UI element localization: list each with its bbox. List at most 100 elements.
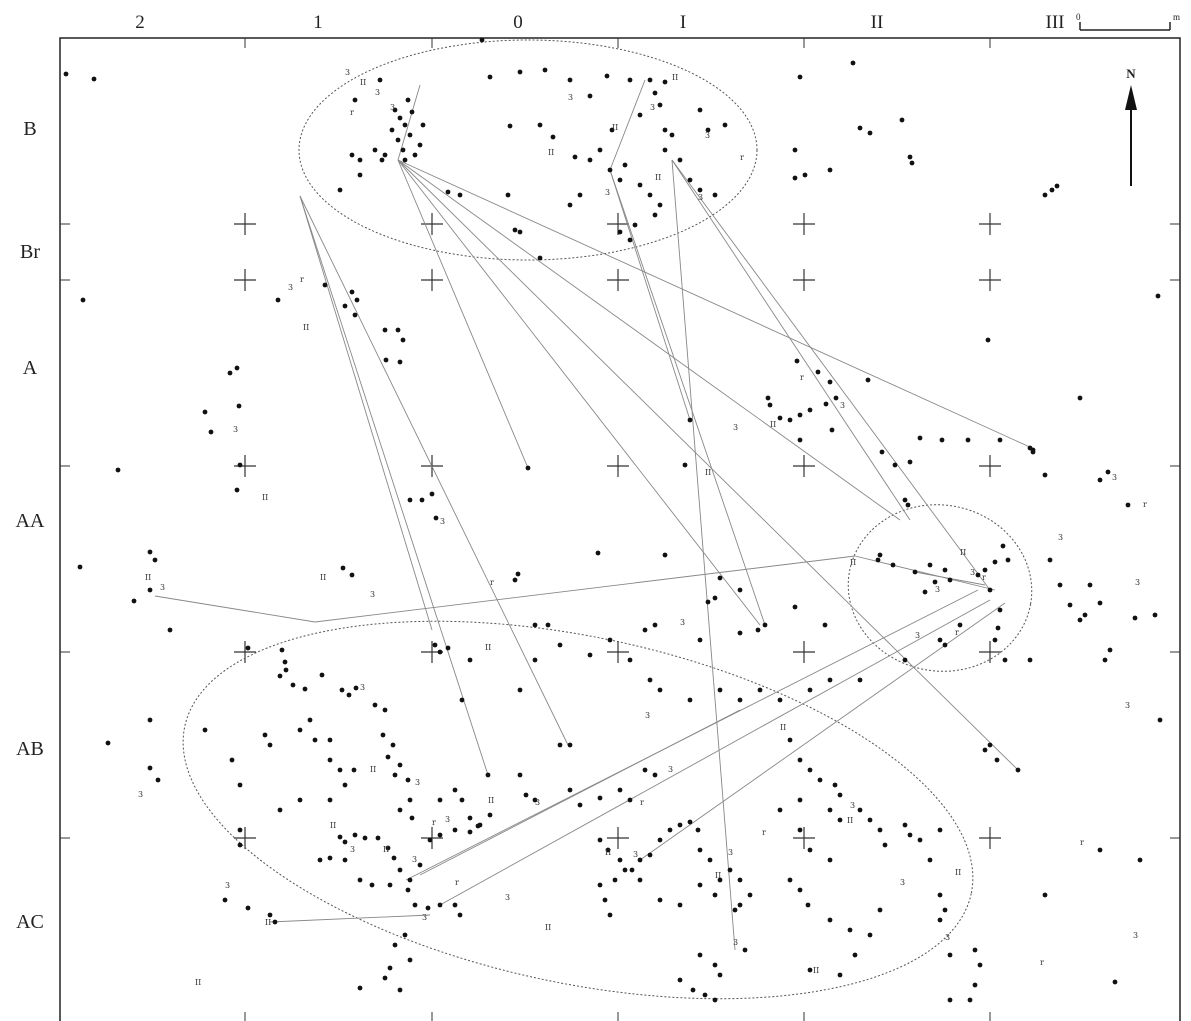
refit-line xyxy=(609,79,646,171)
find-point xyxy=(517,229,523,235)
refit-line xyxy=(671,159,991,591)
find-point xyxy=(985,337,991,343)
find-point xyxy=(459,697,465,703)
find-point xyxy=(349,572,355,578)
find-point xyxy=(437,649,443,655)
find-point xyxy=(697,952,703,958)
find-point xyxy=(907,832,913,838)
find-point xyxy=(597,795,603,801)
find-point xyxy=(705,127,711,133)
row-label: AA xyxy=(16,510,45,532)
find-point xyxy=(907,154,913,160)
find-symbol: 3 xyxy=(390,103,395,112)
refit-line xyxy=(397,159,761,626)
find-point xyxy=(357,172,363,178)
find-point xyxy=(267,912,273,918)
find-point xyxy=(379,157,385,163)
find-symbol: II xyxy=(960,548,966,557)
find-point xyxy=(405,887,411,893)
find-point xyxy=(452,902,458,908)
find-point xyxy=(147,587,153,593)
find-point xyxy=(1107,647,1113,653)
find-point xyxy=(105,740,111,746)
find-point xyxy=(387,882,393,888)
find-symbol: II xyxy=(780,723,786,732)
find-symbol: 3 xyxy=(915,631,920,640)
find-point xyxy=(1097,847,1103,853)
find-point xyxy=(865,377,871,383)
find-point xyxy=(352,312,358,318)
find-point xyxy=(290,682,296,688)
find-point xyxy=(850,60,856,66)
find-point xyxy=(792,175,798,181)
find-point xyxy=(827,917,833,923)
find-symbol: 3 xyxy=(412,855,417,864)
find-point xyxy=(382,707,388,713)
find-point xyxy=(587,157,593,163)
find-point xyxy=(354,297,360,303)
find-point xyxy=(327,855,333,861)
find-point xyxy=(662,127,668,133)
find-point xyxy=(807,967,813,973)
column-label: 2 xyxy=(135,12,145,33)
find-point xyxy=(397,807,403,813)
find-point xyxy=(1097,600,1103,606)
find-point xyxy=(342,839,348,845)
find-point xyxy=(802,172,808,178)
find-point xyxy=(965,437,971,443)
find-point xyxy=(369,882,375,888)
find-symbol: 3 xyxy=(350,845,355,854)
refit-line xyxy=(397,159,1033,449)
find-point xyxy=(302,686,308,692)
find-point xyxy=(349,289,355,295)
find-point xyxy=(992,637,998,643)
find-symbol: r xyxy=(455,878,459,887)
find-point xyxy=(657,837,663,843)
find-symbol: 3 xyxy=(633,850,638,859)
find-point xyxy=(975,572,981,578)
find-point xyxy=(377,77,383,83)
find-symbol: II xyxy=(813,966,819,975)
find-point xyxy=(155,777,161,783)
find-point xyxy=(115,467,121,473)
find-point xyxy=(147,717,153,723)
cluster-outline xyxy=(298,39,758,261)
find-point xyxy=(400,147,406,153)
find-symbol: 3 xyxy=(668,765,673,774)
find-point xyxy=(572,154,578,160)
find-point xyxy=(827,379,833,385)
find-symbol: 3 xyxy=(970,568,975,577)
find-symbol: 3 xyxy=(728,848,733,857)
find-point xyxy=(362,835,368,841)
find-point xyxy=(1002,657,1008,663)
find-point xyxy=(777,697,783,703)
find-point xyxy=(234,365,240,371)
find-point xyxy=(995,625,1001,631)
north-arrow-icon: N xyxy=(1125,66,1137,186)
find-point xyxy=(612,877,618,883)
find-point xyxy=(267,742,273,748)
find-point xyxy=(402,932,408,938)
find-symbol: II xyxy=(850,558,856,567)
find-point xyxy=(475,823,481,829)
column-label: I xyxy=(680,12,686,33)
find-point xyxy=(937,827,943,833)
find-point xyxy=(432,642,438,648)
north-label: N xyxy=(1126,66,1136,81)
find-point xyxy=(829,427,835,433)
grid-cross xyxy=(979,213,1001,235)
find-symbol: II xyxy=(955,868,961,877)
find-point xyxy=(637,857,643,863)
find-point xyxy=(757,687,763,693)
find-point xyxy=(372,702,378,708)
find-point xyxy=(947,997,953,1003)
find-point xyxy=(682,462,688,468)
find-point xyxy=(947,952,953,958)
find-point xyxy=(994,757,1000,763)
refit-line xyxy=(397,84,421,161)
find-point xyxy=(237,827,243,833)
find-point xyxy=(807,767,813,773)
find-symbol: 3 xyxy=(233,425,238,434)
refit-line xyxy=(609,169,766,626)
find-symbol: 3 xyxy=(415,778,420,787)
